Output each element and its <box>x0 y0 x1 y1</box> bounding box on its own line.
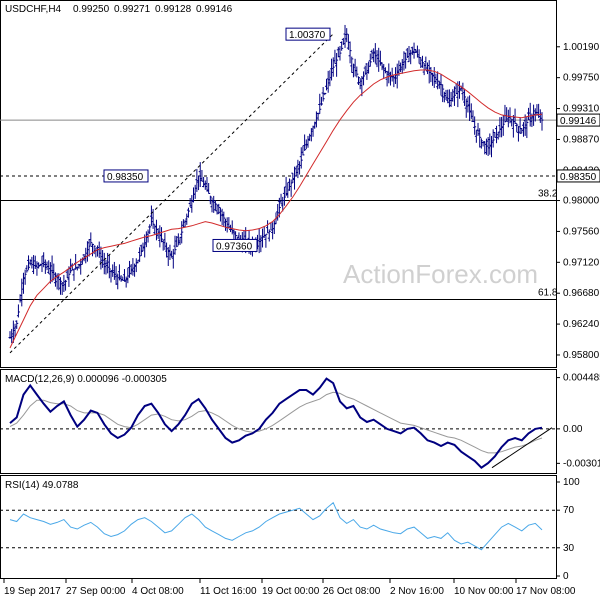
current-price-label: 0.99146 <box>560 116 597 127</box>
time-tick-label: 4 Oct 08:00 <box>132 586 184 597</box>
price-annotation-label: 0.97360 <box>216 241 253 252</box>
price-annotation-label: 0.98350 <box>107 172 144 183</box>
macd-label: MACD(12,26,9) 0.000096 -0.000305 <box>5 374 167 385</box>
ohlc-low: 0.99128 <box>155 4 192 15</box>
price-tick-label: 0.97120 <box>563 257 600 268</box>
macd-tick-label: -0.003018 <box>563 458 600 469</box>
rsi-line <box>9 501 543 551</box>
macd-pane: MACD(12,26,9) 0.000096 -0.000305 0.00448… <box>0 373 600 469</box>
price-tick-label: 0.98870 <box>563 134 600 145</box>
price-tick-label: 1.00190 <box>563 42 600 53</box>
macd-tick-label: 0.004485 <box>563 373 600 384</box>
rsi-tick-label: 100 <box>563 477 580 488</box>
moving-average-line <box>9 69 543 349</box>
macd-tick-label: 0.00 <box>563 424 583 435</box>
rsi-tick-label: 0 <box>563 571 569 582</box>
time-tick-label: 2 Nov 16:00 <box>390 586 444 597</box>
time-tick-label: 17 Nov 08:00 <box>516 586 576 597</box>
time-tick-label: 11 Oct 16:00 <box>200 586 257 597</box>
current-price-box <box>556 113 600 127</box>
rsi-label: RSI(14) 49.0788 <box>5 480 79 491</box>
price-annotation-box <box>212 238 258 252</box>
price-trendline <box>9 33 334 354</box>
time-axis: 19 Sep 2017 27 Sep 00:00 4 Oct 08:00 11 Oct… <box>3 579 576 597</box>
price-annotations: 1.00370 0.98350 0.97360 <box>103 27 331 252</box>
price-annotation-label: 1.00370 <box>289 30 326 41</box>
rsi-tick-label: 30 <box>563 543 575 554</box>
price-tick-label: 0.96240 <box>563 319 600 330</box>
symbol-label: USDCHF,H4 <box>5 4 62 15</box>
price-annotation-box <box>103 169 149 183</box>
price-tick-label: 0.98000 <box>563 196 600 207</box>
time-tick-label: 26 Oct 08:00 <box>323 586 381 597</box>
time-tick-label: 10 Nov 00:00 <box>454 586 514 597</box>
time-tick-label: 27 Sep 00:00 <box>66 586 126 597</box>
price-tick-label: 0.95800 <box>563 350 600 361</box>
ohlc-open: 0.99250 <box>73 4 110 15</box>
price-tick-label: 0.96680 <box>563 288 600 299</box>
price-tick-label: 0.97560 <box>563 226 600 237</box>
ohlc-high: 0.99271 <box>114 4 151 15</box>
macd-main-line <box>9 377 543 469</box>
ohlc-close: 0.99146 <box>196 4 233 15</box>
support-price-label: 0.98350 <box>560 172 597 183</box>
watermark: ActionForex.com <box>343 259 538 289</box>
rsi-tick-label: 70 <box>563 505 575 516</box>
macd-trendline <box>491 427 553 469</box>
time-tick-label: 19 Sep 2017 <box>4 586 61 597</box>
price-tick-label: 0.99750 <box>563 73 600 84</box>
price-pane-border <box>0 0 557 368</box>
price-tick-label: 0.99310 <box>563 104 600 115</box>
macd-pane-border <box>0 369 557 474</box>
rsi-pane-border <box>0 475 557 579</box>
time-tick-label: 19 Oct 00:00 <box>262 586 320 597</box>
price-annotation-box <box>285 27 331 41</box>
support-price-box <box>556 169 600 183</box>
rsi-pane: RSI(14) 49.0788 100 70 30 0 <box>0 477 580 582</box>
fib-level-label: 38.2 <box>538 189 558 200</box>
fib-level-label: 61.8 <box>538 288 558 299</box>
